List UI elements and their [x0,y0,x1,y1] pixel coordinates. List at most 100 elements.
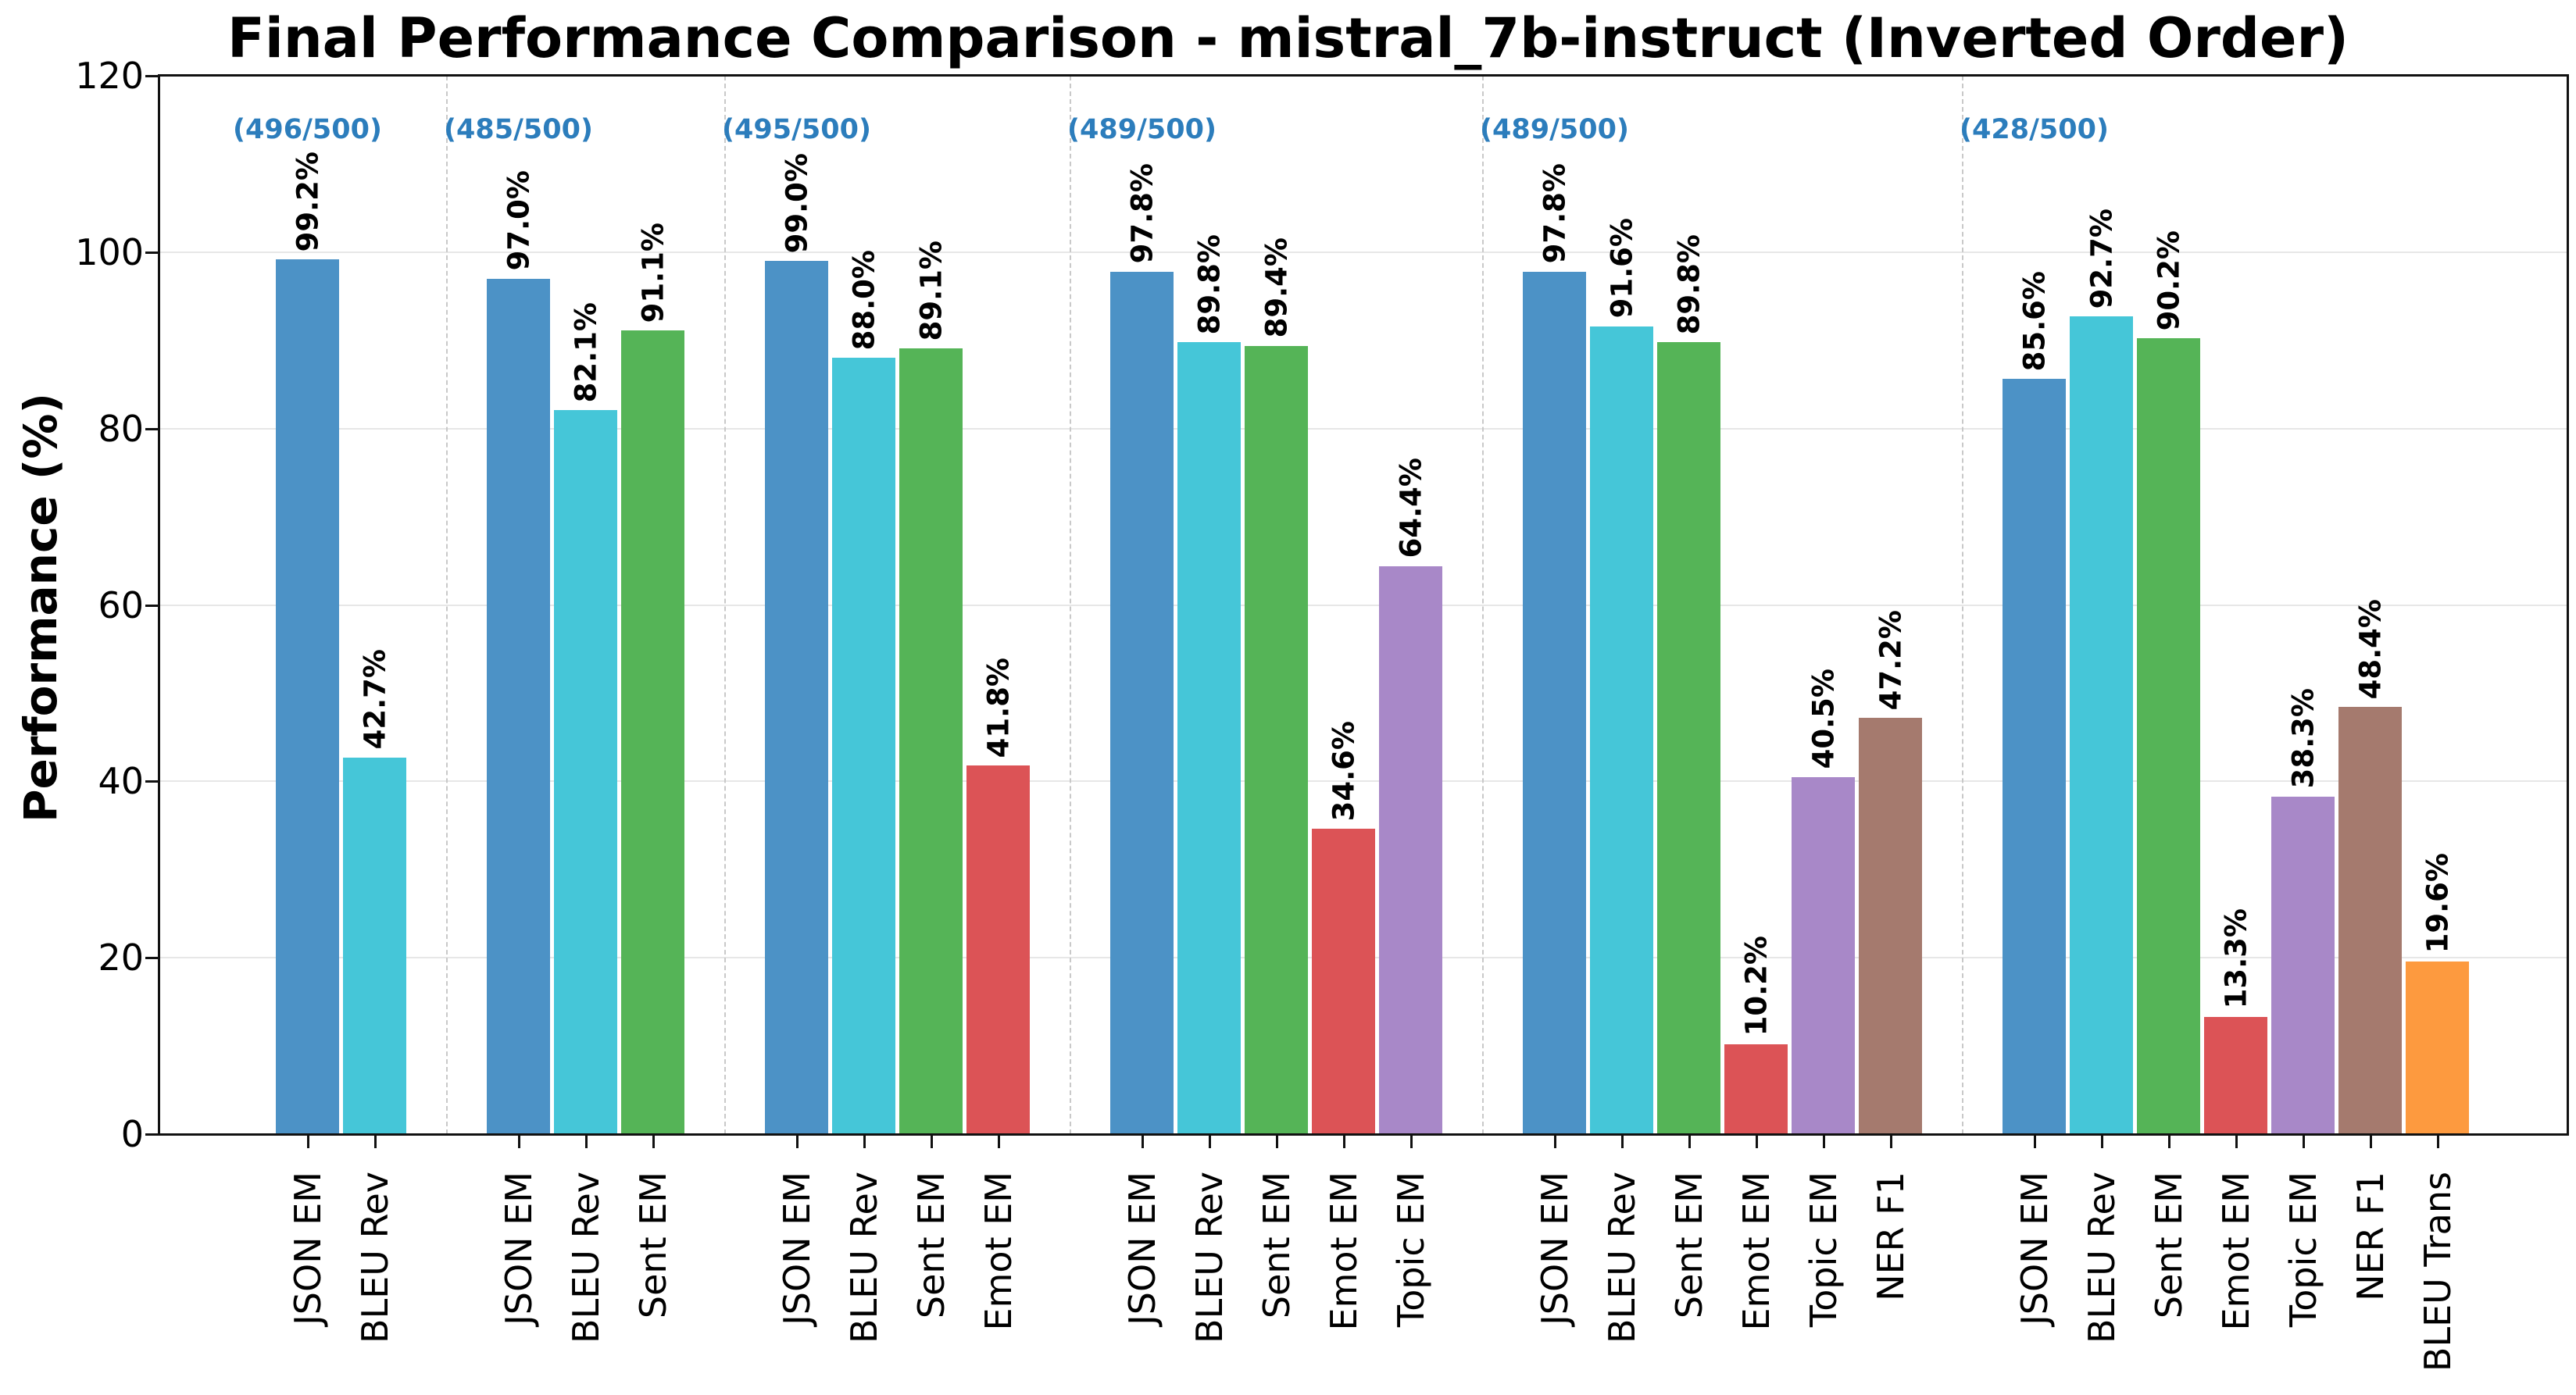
group-count-label: (495/500) [722,114,871,145]
bar-value-label: 99.0% [780,152,813,254]
group-separator [445,76,448,1134]
x-tick-mark [2302,1136,2305,1148]
y-tick-mark [145,604,160,607]
x-tick-label: NER F1 [1869,1172,1912,1301]
x-tick-label: NER F1 [2349,1172,2392,1301]
axis-spine-top [158,74,2569,77]
bar-value-label: 89.1% [914,240,948,341]
bar-value-label: 40.5% [1806,669,1840,769]
y-tick-label: 20 [98,937,144,979]
x-tick-mark [1688,1136,1691,1148]
bar-bleu-rev [2070,316,2133,1134]
bar-bleu-rev [832,358,895,1134]
y-tick-mark [145,1133,160,1136]
x-tick-mark [373,1136,377,1148]
bar-bleu-trans [2406,961,2469,1134]
y-tick-label: 100 [75,230,144,273]
x-tick-label: Emot EM [2214,1172,2257,1331]
bar-value-label: 92.7% [2085,208,2118,309]
x-tick-mark [1553,1136,1556,1148]
x-tick-label: Sent EM [631,1172,674,1319]
x-tick-mark [1755,1136,1758,1148]
bar-value-label: 34.6% [1327,720,1360,822]
bar-value-label: 97.0% [502,170,535,271]
axis-spine-left [158,74,160,1136]
x-tick-label: BLEU Rev [353,1172,396,1343]
x-tick-mark [1208,1136,1211,1148]
y-tick-mark [145,957,160,960]
x-tick-label: Topic EM [1802,1172,1845,1328]
bar-ner-f1 [2338,707,2402,1134]
y-tick-label: 0 [120,1113,144,1155]
x-tick-mark [584,1136,588,1148]
bar-sent-em [621,330,684,1134]
gridline [160,604,2567,606]
y-tick-label: 80 [98,407,144,450]
x-tick-label: Sent EM [1255,1172,1298,1319]
x-tick-label: Sent EM [2147,1172,2190,1319]
bar-emot-em [1312,829,1375,1134]
bar-emot-em [2204,1016,2267,1134]
x-tick-mark [1889,1136,1892,1148]
group-count-label: (428/500) [1960,114,2109,145]
x-tick-mark [2235,1136,2238,1148]
bar-value-label: 97.8% [1538,163,1571,264]
x-tick-label: JSON EM [1120,1172,1163,1325]
group-separator [1069,76,1071,1134]
x-tick-mark [2100,1136,2103,1148]
x-tick-label: Emot EM [977,1172,1020,1331]
axis-spine-bottom [158,1133,2569,1136]
x-tick-mark [1275,1136,1278,1148]
bar-sent-em [899,348,963,1134]
bar-sent-em [2137,338,2200,1134]
bar-value-label: 82.1% [569,301,602,402]
axis-spine-right [2567,74,2569,1136]
x-tick-mark [1620,1136,1624,1148]
bar-value-label: 89.4% [1259,237,1293,338]
y-tick-mark [145,75,160,77]
gridline [160,780,2567,783]
y-tick-mark [145,780,160,783]
x-tick-mark [795,1136,799,1148]
bar-value-label: 89.8% [1672,234,1706,335]
x-tick-label: Emot EM [1322,1172,1365,1331]
x-tick-label: JSON EM [497,1172,540,1325]
bar-json-em [276,259,339,1134]
bar-bleu-rev [343,757,406,1134]
group-separator [723,76,726,1134]
group-count-label: (489/500) [1480,114,1629,145]
x-tick-label: JSON EM [2013,1172,2056,1325]
gridline [160,251,2567,253]
bar-value-label: 19.6% [2421,853,2454,954]
bar-value-label: 99.2% [291,151,324,252]
x-tick-label: BLEU Rev [1600,1172,1643,1343]
bar-topic-em [1792,776,1855,1134]
bar-value-label: 90.2% [2152,230,2185,331]
group-separator [1481,76,1484,1134]
bar-topic-em [2271,796,2335,1134]
bar-value-label: 91.6% [1605,218,1638,319]
x-tick-mark [1409,1136,1413,1148]
bar-value-label: 10.2% [1739,936,1773,1036]
bar-value-label: 13.3% [2219,908,2253,1009]
y-tick-mark [145,427,160,430]
bar-ner-f1 [1859,718,1922,1134]
x-tick-label: BLEU Rev [2080,1172,2123,1343]
group-count-label: (496/500) [233,114,382,145]
x-tick-label: Sent EM [1667,1172,1710,1319]
bar-value-label: 47.2% [1874,609,1907,711]
x-tick-mark [930,1136,933,1148]
x-tick-mark [2369,1136,2372,1148]
bar-topic-em [1379,565,1442,1134]
bar-value-label: 48.4% [2353,599,2387,700]
x-tick-label: Emot EM [1735,1172,1777,1331]
bar-bleu-rev [554,409,617,1134]
x-tick-mark [306,1136,309,1148]
bar-value-label: 97.8% [1125,163,1159,264]
x-tick-mark [517,1136,520,1148]
bar-sent-em [1245,345,1308,1134]
x-tick-label: BLEU Rev [564,1172,607,1343]
bar-value-label: 88.0% [847,249,881,351]
x-tick-mark [652,1136,655,1148]
